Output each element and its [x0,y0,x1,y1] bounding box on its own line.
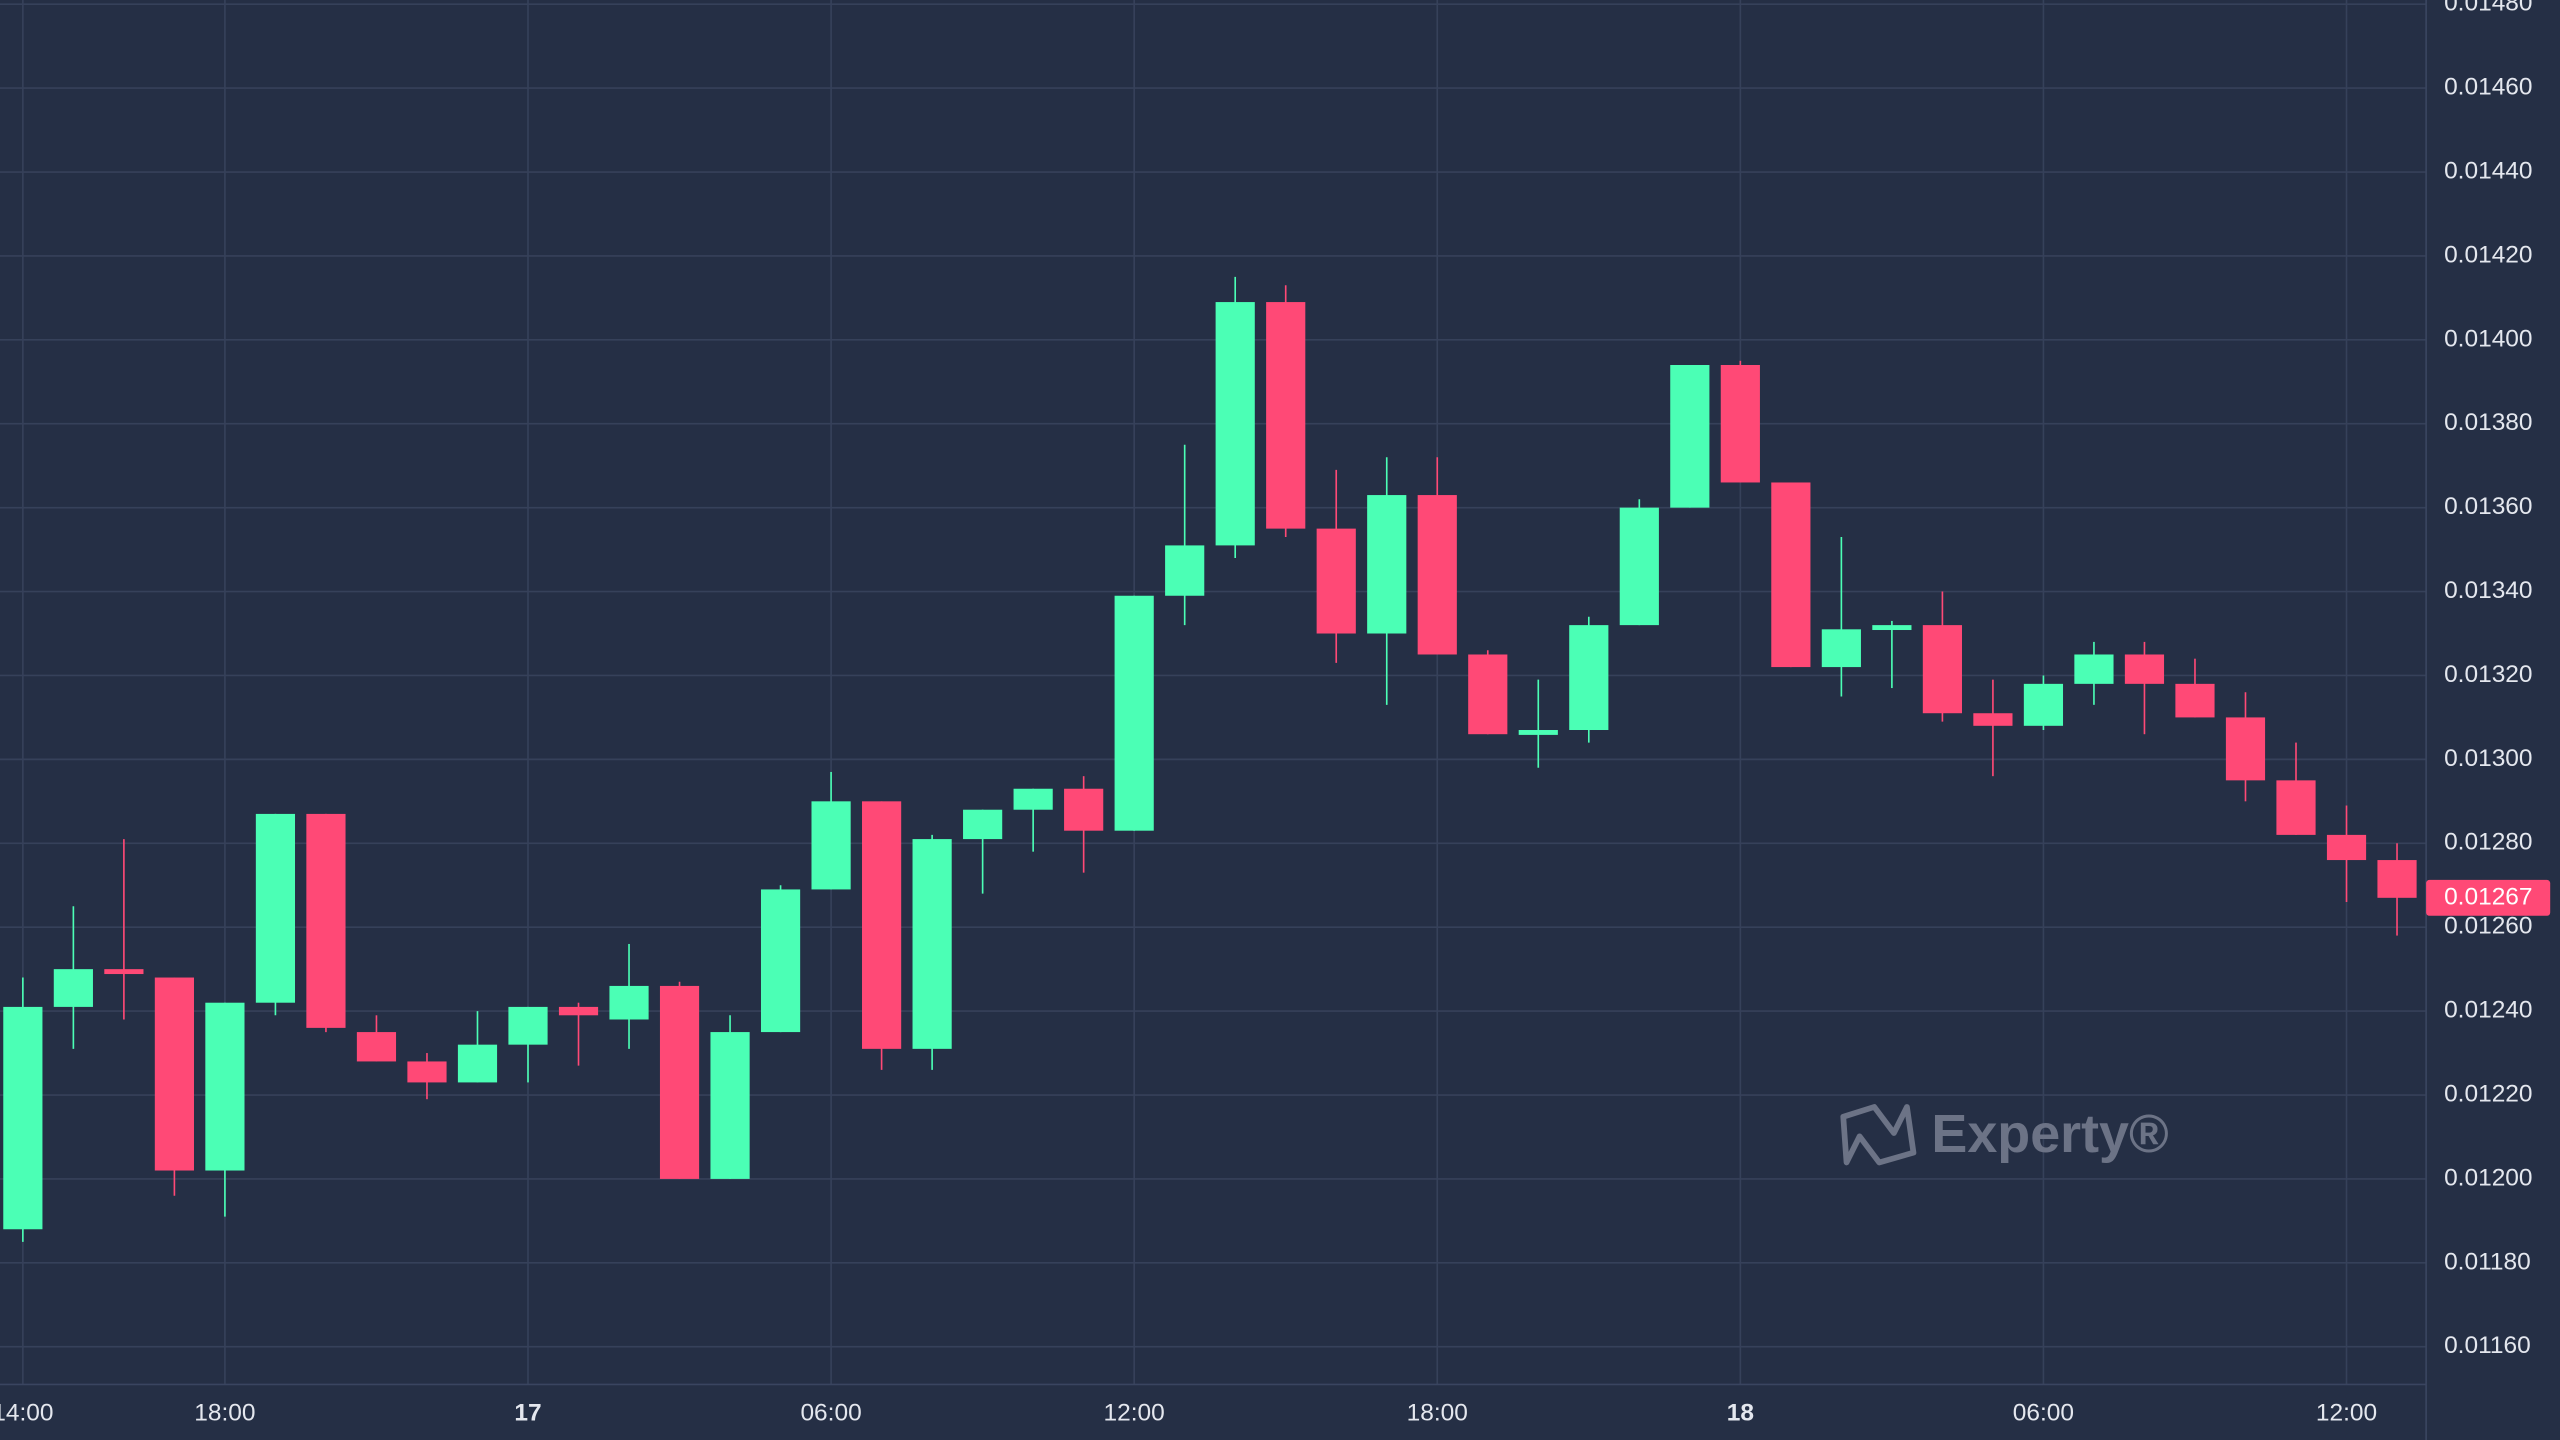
candle-body [1417,495,1457,655]
candle-body [1973,713,2013,726]
candle-body [1771,482,1811,668]
y-tick-label: 0.01380 [2444,409,2532,436]
candle-body [407,1061,447,1083]
candle-body [1922,625,1962,714]
candle-body [811,801,851,890]
candle-body [2074,654,2114,684]
candle-body [255,813,296,1003]
y-tick-label: 0.01300 [2444,745,2532,772]
candle-body [2377,860,2417,898]
candle-body [508,1006,548,1045]
y-tick-label: 0.01220 [2444,1080,2532,1107]
y-tick-label: 0.01160 [2444,1332,2531,1359]
x-tick-label: 06:00 [800,1399,861,1426]
y-tick-label: 0.01200 [2444,1164,2532,1191]
candle-body [760,889,801,1033]
candle-body [1518,730,1558,735]
candle-body [1316,528,1356,634]
y-tick-label: 0.01480 [2444,0,2532,17]
candle-body [356,1032,397,1062]
x-tick-label: 12:00 [2316,1399,2377,1426]
candle-body [2326,834,2367,861]
candle-body [710,1032,750,1179]
candle-body [963,809,1003,840]
x-tick-label: 06:00 [2013,1399,2074,1426]
last-price-badge [2426,879,2551,916]
candle-body [1266,302,1306,529]
candle-body [659,985,700,1179]
y-tick-label: 0.01240 [2444,997,2532,1024]
candle-body [2175,683,2215,718]
candle-body [205,1002,245,1171]
candle-body [1619,507,1659,626]
candle-body [1114,595,1154,831]
candle-body [1720,365,1760,483]
watermark: Experty® [1931,1104,2168,1164]
candle-body [154,977,194,1171]
x-tick-label: 18 [1727,1399,1754,1426]
candle-body [1013,788,1053,810]
candle-body [1670,365,1710,508]
y-tick-label: 0.01460 [2444,74,2532,101]
candle-body [2225,717,2266,781]
y-tick-label: 0.01340 [2444,577,2532,604]
y-tick-label: 0.01260 [2444,913,2532,940]
candle-body [1872,625,1912,631]
y-tick-label: 0.01420 [2444,241,2532,268]
watermark-logo [1840,1104,1917,1166]
candle-body [104,969,144,975]
candle-body [609,985,649,1020]
candle-body [912,839,952,1049]
x-tick-label: 18:00 [194,1399,255,1426]
y-tick-label: 0.01360 [2444,493,2532,520]
candle-body [457,1044,498,1083]
candle-body [1165,545,1205,596]
y-tick-label: 0.01320 [2444,661,2532,688]
candle-body [862,801,902,1049]
candle-body [1215,302,1255,546]
candle-body [2124,654,2165,684]
y-tick-label: 0.01440 [2444,157,2532,184]
y-tick-label: 0.01400 [2444,325,2532,352]
y-tick-label: 0.01180 [2444,1248,2531,1275]
candle-body [1468,654,1508,735]
y-tick-label: 0.01280 [2444,829,2532,856]
x-tick-label: 12:00 [1104,1399,1165,1426]
candle-body [2023,683,2064,726]
x-tick-label: 18:00 [1407,1399,1468,1426]
candle-body [558,1006,599,1016]
candle-body [1064,788,1104,831]
candle-body [53,969,93,1007]
candle-body [306,813,346,1028]
candle-body [3,1006,43,1230]
candle-body [1569,625,1609,731]
last-price-label: 0.01267 [2444,883,2532,910]
x-tick-label: 17 [514,1399,541,1426]
candle-body [1821,629,1861,668]
candle-body [1367,495,1407,634]
x-tick-label: 14:00 [0,1399,53,1426]
candle-body [2276,780,2316,835]
